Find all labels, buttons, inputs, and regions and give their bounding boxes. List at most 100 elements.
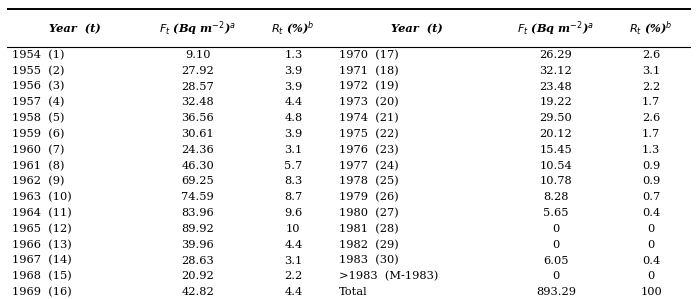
Text: 1963  (10): 1963 (10) — [13, 192, 72, 202]
Text: 1976  (23): 1976 (23) — [339, 145, 399, 155]
Text: 1957  (4): 1957 (4) — [13, 97, 65, 107]
Text: 0: 0 — [552, 240, 559, 250]
Text: 1982  (29): 1982 (29) — [339, 239, 399, 250]
Text: 27.92: 27.92 — [181, 66, 214, 76]
Text: 1964  (11): 1964 (11) — [13, 208, 72, 218]
Text: 28.57: 28.57 — [181, 82, 214, 91]
Text: 1983  (30): 1983 (30) — [339, 255, 399, 266]
Text: 4.4: 4.4 — [284, 287, 302, 297]
Text: 3.1: 3.1 — [284, 145, 302, 155]
Text: 1.3: 1.3 — [642, 145, 660, 155]
Text: $R_t$ (%)$^b$: $R_t$ (%)$^b$ — [630, 19, 673, 38]
Text: 1955  (2): 1955 (2) — [13, 65, 65, 76]
Text: $F_t$ (Bq m$^{-2}$)$^a$: $F_t$ (Bq m$^{-2}$)$^a$ — [159, 19, 237, 38]
Text: 0.7: 0.7 — [642, 192, 660, 202]
Text: 32.48: 32.48 — [181, 97, 214, 107]
Text: 42.82: 42.82 — [181, 287, 214, 297]
Text: 1980  (27): 1980 (27) — [339, 208, 399, 218]
Text: 26.29: 26.29 — [540, 50, 572, 60]
Text: 8.28: 8.28 — [543, 192, 569, 202]
Text: 4.4: 4.4 — [284, 97, 302, 107]
Text: 30.61: 30.61 — [181, 129, 214, 139]
Text: 1956  (3): 1956 (3) — [13, 81, 65, 92]
Text: 46.30: 46.30 — [181, 161, 214, 171]
Text: 1966  (13): 1966 (13) — [13, 239, 72, 250]
Text: 3.9: 3.9 — [284, 82, 302, 91]
Text: 1978  (25): 1978 (25) — [339, 176, 399, 187]
Text: 20.92: 20.92 — [181, 271, 214, 281]
Text: 5.7: 5.7 — [284, 161, 302, 171]
Text: 1967  (14): 1967 (14) — [13, 255, 72, 266]
Text: 74.59: 74.59 — [181, 192, 214, 202]
Text: 1972  (19): 1972 (19) — [339, 81, 399, 92]
Text: 2.2: 2.2 — [284, 271, 302, 281]
Text: 29.50: 29.50 — [540, 113, 572, 123]
Text: 1.7: 1.7 — [642, 97, 660, 107]
Text: 8.7: 8.7 — [284, 192, 302, 202]
Text: 4.4: 4.4 — [284, 240, 302, 250]
Text: 3.9: 3.9 — [284, 66, 302, 76]
Text: 1981  (28): 1981 (28) — [339, 224, 399, 234]
Text: 10: 10 — [286, 224, 301, 234]
Text: 15.45: 15.45 — [540, 145, 572, 155]
Text: 1.7: 1.7 — [642, 129, 660, 139]
Text: 1961  (8): 1961 (8) — [13, 161, 65, 171]
Text: 36.56: 36.56 — [181, 113, 214, 123]
Text: 3.1: 3.1 — [284, 256, 302, 266]
Text: 1958  (5): 1958 (5) — [13, 113, 65, 123]
Text: 1979  (26): 1979 (26) — [339, 192, 399, 202]
Text: 1973  (20): 1973 (20) — [339, 97, 399, 107]
Text: 0.9: 0.9 — [642, 176, 660, 187]
Text: 0: 0 — [552, 224, 559, 234]
Text: 1970  (17): 1970 (17) — [339, 50, 399, 60]
Text: 9.6: 9.6 — [284, 208, 302, 218]
Text: >1983  (M-1983): >1983 (M-1983) — [339, 271, 438, 282]
Text: 0.4: 0.4 — [642, 208, 660, 218]
Text: 9.10: 9.10 — [185, 50, 211, 60]
Text: 0.4: 0.4 — [642, 256, 660, 266]
Text: 83.96: 83.96 — [181, 208, 214, 218]
Text: 1959  (6): 1959 (6) — [13, 129, 65, 139]
Text: 1960  (7): 1960 (7) — [13, 145, 65, 155]
Text: 24.36: 24.36 — [181, 145, 214, 155]
Text: 100: 100 — [640, 287, 662, 297]
Text: 1954  (1): 1954 (1) — [13, 50, 65, 60]
Text: 0: 0 — [648, 271, 655, 281]
Text: 1969  (16): 1969 (16) — [13, 287, 72, 298]
Text: 8.3: 8.3 — [284, 176, 302, 187]
Text: 32.12: 32.12 — [540, 66, 572, 76]
Text: 3.9: 3.9 — [284, 129, 302, 139]
Text: 2.6: 2.6 — [642, 50, 660, 60]
Text: 10.54: 10.54 — [540, 161, 572, 171]
Text: 3.1: 3.1 — [642, 66, 660, 76]
Text: 1965  (12): 1965 (12) — [13, 224, 72, 234]
Text: 0: 0 — [648, 240, 655, 250]
Text: 1968  (15): 1968 (15) — [13, 271, 72, 282]
Text: 0: 0 — [552, 271, 559, 281]
Text: 5.65: 5.65 — [543, 208, 569, 218]
Text: 893.29: 893.29 — [536, 287, 576, 297]
Text: 0.9: 0.9 — [642, 161, 660, 171]
Text: Total: Total — [339, 287, 367, 297]
Text: 2.6: 2.6 — [642, 113, 660, 123]
Text: $R_t$ (%)$^b$: $R_t$ (%)$^b$ — [272, 19, 315, 38]
Text: 28.63: 28.63 — [181, 256, 214, 266]
Text: 20.12: 20.12 — [540, 129, 572, 139]
Text: 69.25: 69.25 — [181, 176, 214, 187]
Text: 2.2: 2.2 — [642, 82, 660, 91]
Text: 89.92: 89.92 — [181, 224, 214, 234]
Text: 19.22: 19.22 — [540, 97, 572, 107]
Text: 23.48: 23.48 — [540, 82, 572, 91]
Text: Year  (t): Year (t) — [49, 23, 101, 34]
Text: 1971  (18): 1971 (18) — [339, 65, 399, 76]
Text: 1977  (24): 1977 (24) — [339, 161, 399, 171]
Text: 1975  (22): 1975 (22) — [339, 129, 399, 139]
Text: 1974  (21): 1974 (21) — [339, 113, 399, 123]
Text: $F_t$ (Bq m$^{-2}$)$^a$: $F_t$ (Bq m$^{-2}$)$^a$ — [517, 19, 594, 38]
Text: 1962  (9): 1962 (9) — [13, 176, 65, 187]
Text: Year  (t): Year (t) — [391, 23, 443, 34]
Text: 4.8: 4.8 — [284, 113, 302, 123]
Text: 6.05: 6.05 — [543, 256, 569, 266]
Text: 39.96: 39.96 — [181, 240, 214, 250]
Text: 0: 0 — [648, 224, 655, 234]
